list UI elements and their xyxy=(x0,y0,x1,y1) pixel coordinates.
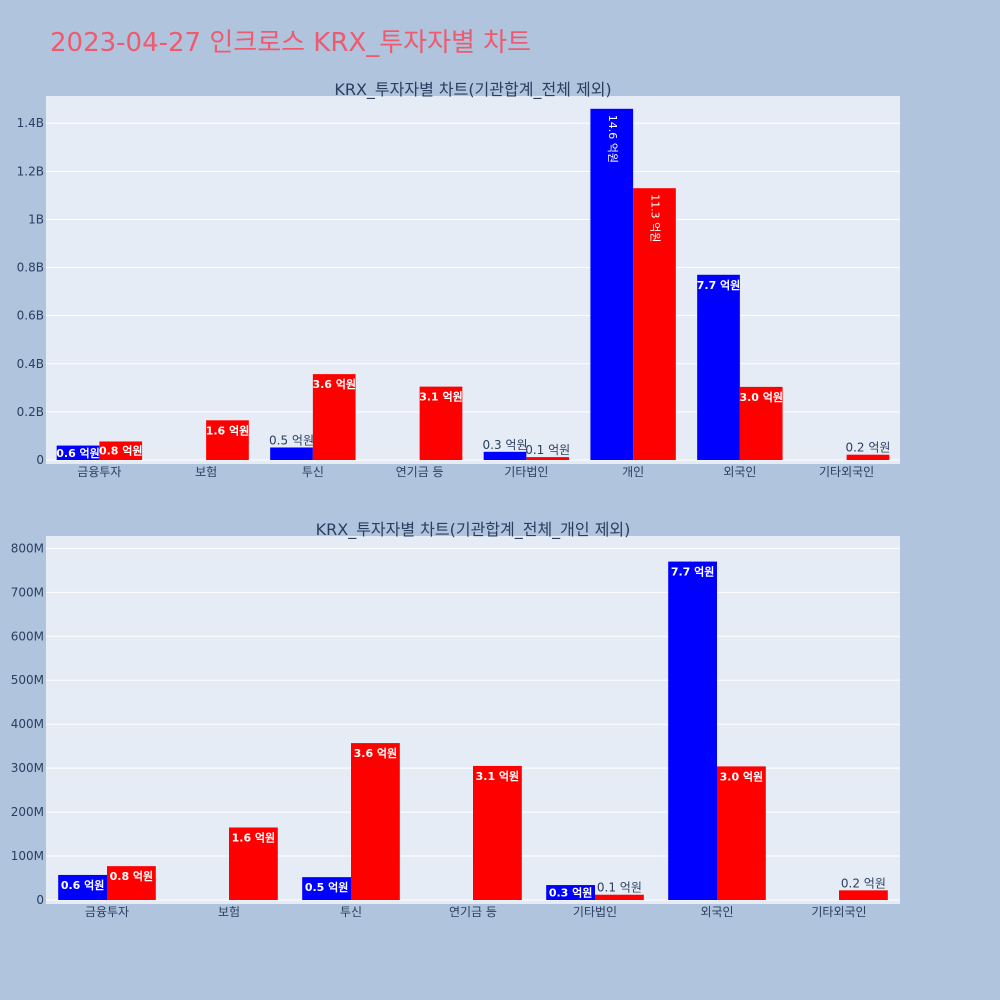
bar-sell xyxy=(351,743,400,900)
data-label: 0.8 억원 xyxy=(99,444,143,458)
bar-sell xyxy=(99,441,143,460)
data-label: 3.0 억원 xyxy=(739,390,783,404)
ytick-label: 100M xyxy=(11,849,44,863)
data-label: 11.3 억원 xyxy=(648,194,661,242)
bar-buy xyxy=(56,445,100,460)
bar-sell xyxy=(595,894,644,900)
bar-buy xyxy=(546,885,595,900)
ytick-label: 300M xyxy=(11,761,44,775)
data-label: 0.2 억원 xyxy=(845,441,890,455)
bar-sell xyxy=(312,374,356,460)
bar-sell xyxy=(846,454,890,460)
bar-sell xyxy=(206,420,249,460)
xtick-label: 연기금 등 xyxy=(449,905,497,919)
data-label: 7.7 억원 xyxy=(697,278,741,292)
bar-buy xyxy=(668,561,717,900)
data-label: 0.8 억원 xyxy=(110,869,154,883)
bar-buy xyxy=(697,274,740,460)
data-label: 1.6 억원 xyxy=(206,423,250,437)
bar-sell xyxy=(839,890,888,900)
data-label: 3.1 억원 xyxy=(476,769,520,783)
bar-buy xyxy=(590,108,634,460)
bar-sell xyxy=(739,386,783,460)
bar-buy xyxy=(58,874,107,900)
ytick-label: 500M xyxy=(11,673,44,687)
bar-buy xyxy=(483,451,527,460)
bar-sell xyxy=(633,188,676,460)
xtick-label: 금융투자 xyxy=(77,465,121,479)
ytick-label: 200M xyxy=(11,805,44,819)
ytick-label: 1B xyxy=(28,212,44,226)
ytick-label: 1.4B xyxy=(17,116,44,130)
ytick-label: 0.8B xyxy=(17,261,44,275)
bar-sell xyxy=(526,457,570,460)
ytick-label: 0.4B xyxy=(17,357,44,371)
xtick-label: 투신 xyxy=(302,465,324,479)
data-label: 0.5 억원 xyxy=(305,880,349,894)
data-label: 0.5 억원 xyxy=(269,433,314,447)
data-label: 0.6 억원 xyxy=(61,878,105,892)
xtick-label: 외국인 xyxy=(700,905,733,919)
xtick-label: 외국인 xyxy=(723,465,756,479)
ytick-label: 0 xyxy=(36,453,44,467)
xtick-label: 금융투자 xyxy=(85,905,129,919)
bar-buy xyxy=(302,877,351,900)
data-label: 14.6 억원 xyxy=(606,115,619,163)
xtick-label: 기타법인 xyxy=(504,465,548,479)
ytick-label: 0.6B xyxy=(17,309,44,323)
bar-buy xyxy=(270,447,313,460)
subplot-title: KRX_투자자별 차트(기관합계_전체 제외) xyxy=(334,80,611,100)
data-label: 3.6 억원 xyxy=(312,377,356,391)
xtick-label: 보험 xyxy=(195,465,217,479)
ytick-label: 0 xyxy=(36,893,44,907)
data-label: 0.3 억원 xyxy=(483,438,528,452)
ytick-label: 600M xyxy=(11,629,44,643)
data-label: 0.6 억원 xyxy=(56,446,100,460)
xtick-label: 보험 xyxy=(218,905,240,919)
xtick-label: 개인 xyxy=(622,465,644,479)
data-label: 0.3 억원 xyxy=(549,886,593,900)
subplot-title: KRX_투자자별 차트(기관합계_전체_개인 제외) xyxy=(316,520,631,540)
xtick-label: 기타외국인 xyxy=(811,905,866,919)
ytick-label: 400M xyxy=(11,717,44,731)
bar-sell xyxy=(473,765,522,900)
xtick-label: 연기금 등 xyxy=(396,465,444,479)
xtick-label: 기타외국인 xyxy=(819,465,874,479)
ytick-label: 700M xyxy=(11,585,44,599)
data-label: 0.1 억원 xyxy=(525,443,570,457)
data-label: 0.1 억원 xyxy=(597,881,642,895)
data-label: 1.6 억원 xyxy=(232,830,276,844)
bar-sell xyxy=(717,766,766,900)
bar-sell xyxy=(107,866,156,900)
data-label: 3.6 억원 xyxy=(354,746,398,760)
xtick-label: 기타법인 xyxy=(573,905,617,919)
main-title: 2023-04-27 인크로스 KRX_투자자별 차트 xyxy=(50,28,532,58)
bar-sell xyxy=(419,386,463,460)
data-label: 0.2 억원 xyxy=(841,876,886,890)
data-label: 3.0 억원 xyxy=(720,769,764,783)
data-label: 3.1 억원 xyxy=(419,390,463,404)
ytick-label: 0.2B xyxy=(17,405,44,419)
ytick-label: 800M xyxy=(11,541,44,555)
data-label: 7.7 억원 xyxy=(671,565,715,579)
bar-sell xyxy=(229,827,278,900)
ytick-label: 1.2B xyxy=(17,164,44,178)
xtick-label: 투신 xyxy=(340,905,362,919)
